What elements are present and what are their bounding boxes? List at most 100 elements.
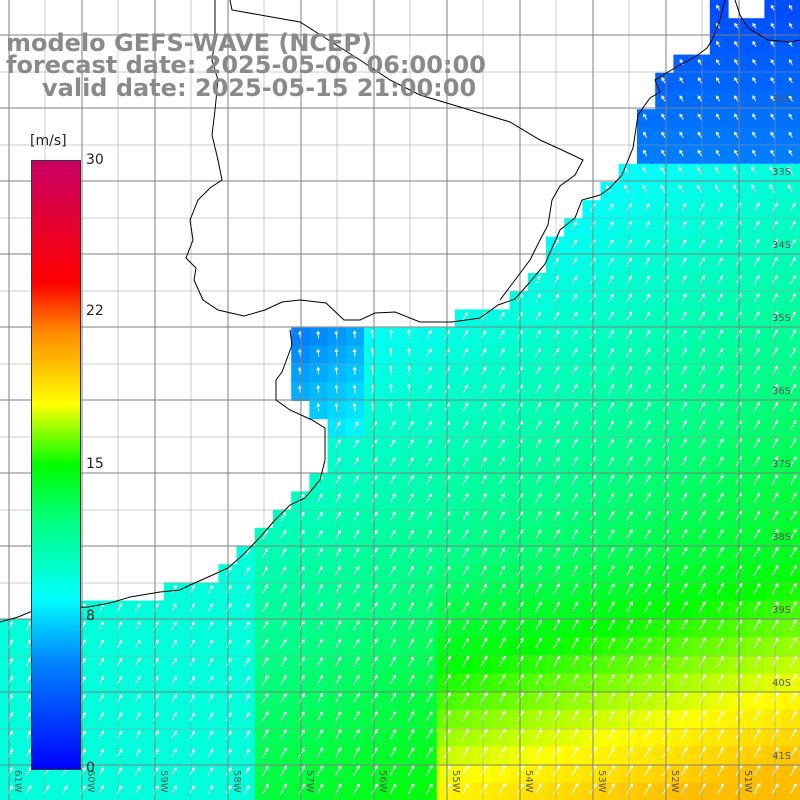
wind-arrow: [717, 383, 724, 394]
wind-arrow: [135, 712, 141, 721]
wind-arrow: [608, 474, 615, 485]
wind-arrow: [644, 238, 651, 248]
wind-arrow: [535, 619, 542, 631]
wind-arrow: [789, 601, 797, 613]
wind-arrow: [734, 22, 739, 29]
wind-arrow: [98, 784, 105, 794]
wind-arrow: [680, 275, 687, 285]
wind-arrow: [462, 764, 470, 777]
wind-arrow: [98, 693, 105, 703]
wind-arrow: [678, 166, 684, 175]
wind-arrow: [680, 655, 688, 667]
wind-arrow: [790, 401, 797, 412]
wind-arrow: [789, 510, 797, 522]
wind-arrow: [462, 511, 469, 521]
wind-arrow: [608, 347, 614, 358]
wind-arrow: [335, 547, 341, 558]
wind-arrow: [462, 565, 469, 576]
wind-arrow: [752, 131, 757, 139]
wind-arrow: [389, 547, 396, 558]
wind-arrow: [498, 601, 506, 613]
wind-arrow: [135, 657, 141, 667]
wind-arrow: [717, 510, 724, 522]
wind-arrow: [480, 456, 487, 467]
wind-arrow: [389, 529, 396, 540]
wind-arrow: [644, 456, 651, 467]
wind-arrow: [571, 655, 579, 667]
wind-arrow: [607, 783, 615, 795]
wind-arrow: [644, 547, 651, 558]
wind-arrow: [788, 58, 793, 66]
wind-arrow: [717, 601, 724, 613]
wind-arrow: [607, 565, 615, 576]
wind-arrow: [717, 764, 724, 777]
wind-arrow: [571, 275, 578, 285]
wind-arrow: [608, 402, 614, 412]
wind-arrow: [644, 257, 651, 266]
wind-arrow: [680, 365, 687, 376]
wind-arrow: [462, 728, 470, 740]
wind-arrow: [789, 492, 797, 503]
wind-arrow: [553, 783, 561, 795]
wind-arrow: [135, 748, 141, 758]
wind-arrow: [734, 58, 739, 66]
wind-arrow: [426, 565, 433, 576]
wind-arrow: [660, 166, 666, 175]
wind-arrow: [426, 330, 432, 339]
wind-arrow: [407, 692, 415, 704]
wind-arrow: [644, 655, 652, 667]
wind-arrow: [480, 764, 488, 777]
wind-arrow: [753, 764, 761, 777]
wind-arrow: [335, 620, 342, 631]
wind-arrow: [480, 493, 487, 503]
wind-arrow: [789, 673, 797, 686]
wind-arrow: [498, 728, 506, 740]
wind-arrow: [607, 673, 615, 686]
wind-arrow: [680, 673, 688, 686]
wind-arrow: [717, 220, 723, 230]
wind-arrow: [352, 366, 357, 375]
wind-arrow: [571, 710, 579, 722]
wind-arrow: [426, 420, 432, 430]
wind-arrow: [626, 565, 633, 576]
wind-arrow: [298, 511, 305, 521]
wind-arrow: [571, 329, 578, 339]
wind-arrow: [171, 730, 177, 740]
wind-arrow: [316, 584, 323, 594]
wind-arrow: [644, 728, 652, 740]
wind-arrow: [244, 584, 250, 594]
wind-arrow: [135, 639, 141, 649]
wind-arrow: [681, 220, 687, 230]
wind-arrow: [626, 783, 633, 795]
wind-arrow: [280, 729, 287, 740]
wind-arrow: [644, 347, 651, 358]
wind-arrow: [280, 674, 287, 685]
wind-arrow: [407, 601, 414, 613]
wind-arrow: [790, 256, 796, 267]
wind-arrow: [171, 766, 177, 776]
wind-arrow: [389, 692, 396, 704]
wind-arrow: [262, 529, 268, 540]
wind-arrow: [426, 547, 433, 558]
wind-arrow: [680, 710, 688, 722]
wind-arrow: [571, 420, 578, 430]
wind-arrow: [535, 311, 541, 321]
wind-arrow: [153, 784, 159, 794]
wind-arrow: [298, 747, 305, 758]
wind-arrow: [753, 619, 761, 631]
wind-arrow: [535, 511, 542, 521]
wind-arrow: [353, 547, 360, 558]
wind-arrow: [371, 710, 378, 722]
wind-arrow: [480, 619, 488, 631]
wind-arrow: [498, 474, 505, 485]
wind-arrow: [262, 747, 269, 758]
wind-arrow: [789, 619, 797, 631]
wind-arrow: [371, 692, 378, 704]
wind-arrow: [388, 329, 393, 339]
wind-arrow: [498, 511, 505, 521]
wind-arrow: [717, 692, 724, 704]
wind-arrow: [316, 783, 324, 795]
wind-arrow: [715, 131, 721, 139]
wind-arrow: [426, 511, 432, 521]
